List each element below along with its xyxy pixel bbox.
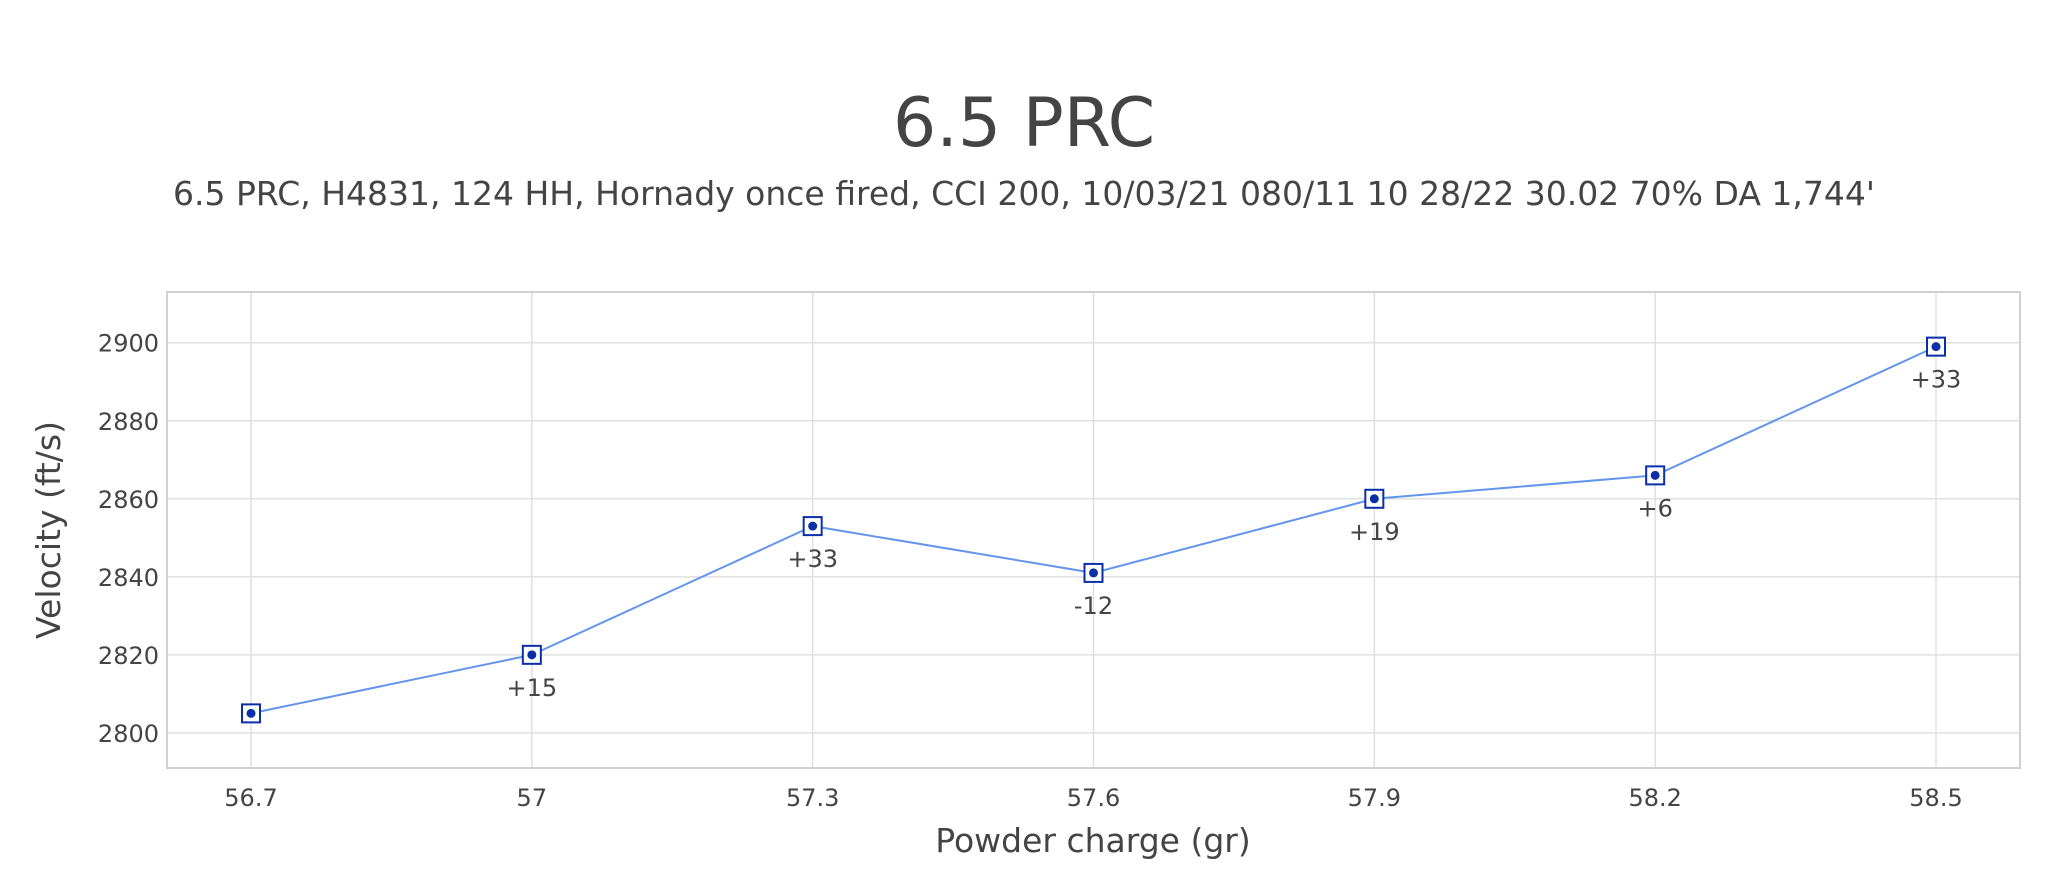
y-axis-ticks: 2800 2820 2840 2860 2880 2900 [98, 330, 159, 748]
data-labels: +15 +33 -12 +19 +6 +33 [507, 366, 1962, 702]
data-point [1369, 494, 1379, 504]
x-tick-label: 58.5 [1909, 784, 1962, 812]
y-tick-label: 2900 [98, 330, 159, 358]
data-point [1650, 470, 1660, 480]
x-axis-ticks: 56.7 57 57.3 57.6 57.9 58.2 58.5 [224, 784, 1962, 812]
data-label: +15 [507, 674, 558, 702]
y-axis-title: Velocity (ft/s) [29, 421, 68, 639]
y-tick-label: 2860 [98, 486, 159, 514]
x-tick-label: 57.6 [1067, 784, 1120, 812]
x-tick-label: 57.9 [1348, 784, 1401, 812]
data-label: +33 [787, 545, 838, 573]
y-tick-label: 2820 [98, 642, 159, 670]
grid [167, 292, 2020, 768]
chart-subtitle: 6.5 PRC, H4831, 124 HH, Hornady once fir… [173, 174, 1875, 213]
data-point [1089, 568, 1098, 578]
x-tick-label: 58.2 [1628, 784, 1681, 812]
y-tick-label: 2800 [98, 720, 159, 748]
y-tick-label: 2880 [98, 408, 159, 436]
data-point [246, 708, 256, 718]
data-label: +6 [1637, 494, 1672, 522]
chart-title: 6.5 PRC [893, 84, 1155, 163]
data-label: -12 [1074, 592, 1113, 620]
series-velocity [241, 336, 1946, 724]
data-label: +19 [1349, 518, 1400, 546]
x-tick-label: 57 [517, 784, 548, 812]
data-point [1931, 342, 1941, 352]
x-tick-label: 57.3 [786, 784, 839, 812]
data-point [808, 521, 818, 531]
plot-frame [166, 291, 2021, 769]
data-label: +33 [1911, 366, 1962, 394]
x-axis-title: Powder charge (gr) [935, 821, 1250, 860]
y-tick-label: 2840 [98, 564, 159, 592]
data-point [527, 650, 537, 660]
x-tick-label: 56.7 [224, 784, 277, 812]
